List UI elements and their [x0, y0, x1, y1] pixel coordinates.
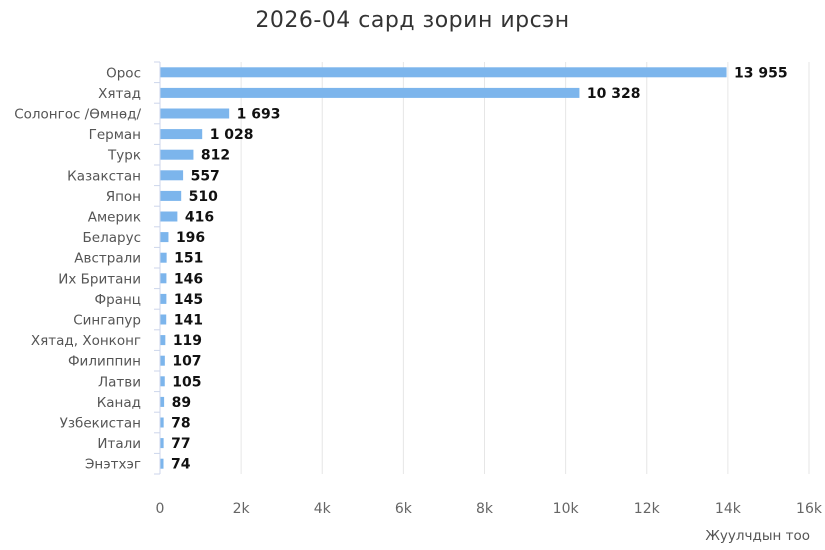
- data-label: 141: [174, 313, 203, 329]
- category-label: Франц: [95, 292, 141, 308]
- bar: [160, 355, 165, 366]
- category-label: Австрали: [74, 251, 141, 267]
- category-label: Казакстан: [67, 168, 141, 184]
- data-label: 510: [189, 189, 218, 205]
- data-label: 119: [173, 333, 202, 349]
- x-axis-title: Жуулчдын тоо: [705, 528, 810, 544]
- x-tick-label: 16k: [796, 501, 823, 517]
- x-tick-label: 0: [156, 501, 165, 517]
- data-label: 145: [174, 292, 203, 308]
- x-tick-label: 10k: [553, 501, 580, 517]
- data-label: 74: [171, 457, 191, 473]
- data-label: 89: [172, 395, 191, 411]
- category-label: Филиппин: [68, 354, 141, 370]
- category-label: Орос: [106, 65, 141, 81]
- category-label: Энэтхэг: [85, 457, 141, 473]
- data-label: 78: [171, 416, 190, 432]
- x-tick-label: 12k: [634, 501, 661, 517]
- data-label: 151: [174, 251, 203, 267]
- x-tick-label: 8k: [476, 501, 494, 517]
- bar: [160, 190, 182, 201]
- category-label: Сингапур: [73, 313, 141, 329]
- x-tick-label: 2k: [233, 501, 251, 517]
- category-label: Герман: [89, 127, 141, 143]
- category-label: Хятад: [98, 86, 141, 102]
- chart-title: 2026-04 сард зорин ирсэн: [255, 8, 570, 33]
- category-label: Солонгос /Өмнөд/: [14, 107, 141, 123]
- data-label: 10 328: [587, 86, 641, 102]
- bar: [160, 396, 165, 407]
- bar: [160, 87, 580, 98]
- data-label: 557: [191, 168, 220, 184]
- bar: [160, 458, 164, 469]
- bar: [160, 108, 230, 119]
- data-label: 1 028: [210, 127, 254, 143]
- bar: [160, 335, 166, 346]
- bar: [160, 438, 164, 449]
- data-label: 1 693: [237, 107, 281, 123]
- data-label: 13 955: [734, 65, 788, 81]
- bar: [160, 67, 727, 78]
- bar: [160, 252, 167, 263]
- data-label: 416: [185, 210, 214, 226]
- category-label: Их Британи: [58, 271, 141, 287]
- bar: [160, 211, 178, 222]
- category-label: Хятад, Хонконг: [31, 333, 141, 349]
- data-label: 146: [174, 271, 203, 287]
- data-label: 812: [201, 148, 230, 164]
- category-label: Узбекистан: [60, 416, 141, 432]
- category-label: Япон: [106, 189, 141, 205]
- x-tick-label: 4k: [314, 501, 332, 517]
- data-label: 77: [171, 436, 190, 452]
- bar: [160, 149, 194, 160]
- category-label: Итали: [97, 436, 141, 452]
- bar: [160, 170, 184, 181]
- data-label: 105: [172, 374, 201, 390]
- bar: [160, 376, 165, 387]
- category-label: Беларус: [83, 230, 141, 246]
- bar: [160, 293, 167, 304]
- bar: [160, 417, 164, 428]
- data-label: 196: [176, 230, 205, 246]
- x-tick-label: 14k: [715, 501, 742, 517]
- x-tick-label: 6k: [395, 501, 413, 517]
- bar: [160, 314, 167, 325]
- category-label: Турк: [107, 148, 141, 164]
- bar: [160, 273, 167, 284]
- bar: [160, 129, 203, 140]
- category-label: Латви: [98, 374, 141, 390]
- data-label: 107: [172, 354, 201, 370]
- category-label: Канад: [97, 395, 141, 411]
- category-label: Америк: [88, 210, 141, 226]
- bar: [160, 232, 169, 243]
